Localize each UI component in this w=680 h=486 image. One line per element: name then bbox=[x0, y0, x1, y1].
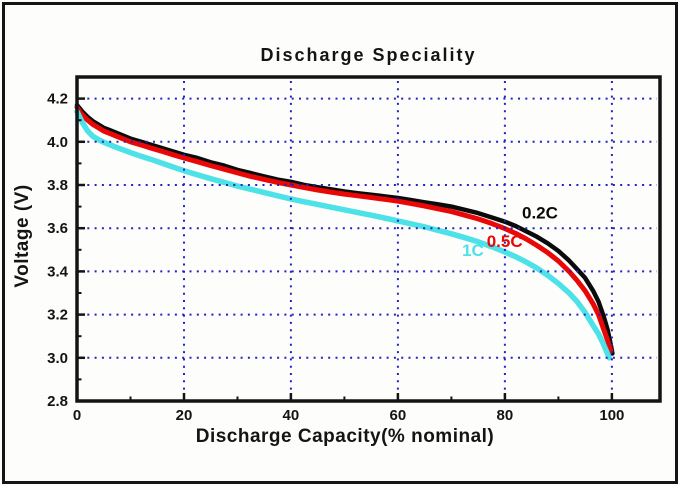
x-tick-label-60: 60 bbox=[390, 407, 407, 424]
y-tick-label-3.8: 3.8 bbox=[47, 177, 68, 194]
y-tick-label-2.8: 2.8 bbox=[47, 393, 68, 410]
chart-title: Discharge Speciality bbox=[260, 45, 477, 65]
y-axis-title: Voltage (V) bbox=[12, 184, 33, 288]
series-curve-0.2C bbox=[74, 102, 615, 356]
series-curve-1C bbox=[74, 108, 612, 361]
x-axis-title: Discharge Capacity(% nominal) bbox=[195, 426, 495, 447]
y-tick-label-3.0: 3.0 bbox=[47, 350, 68, 367]
y-tick-label-3.2: 3.2 bbox=[47, 307, 68, 324]
series-label-0.2C: 0.2C bbox=[522, 204, 558, 223]
y-tick-label-4.2: 4.2 bbox=[47, 91, 68, 108]
series-label-0.5C: 0.5C bbox=[487, 232, 523, 251]
x-tick-label-100: 100 bbox=[599, 407, 624, 424]
series-label-1C: 1C bbox=[462, 241, 484, 260]
x-tick-label-80: 80 bbox=[497, 407, 514, 424]
x-tick-label-40: 40 bbox=[283, 407, 300, 424]
series-curve-0.5C bbox=[74, 104, 614, 354]
x-tick-label-20: 20 bbox=[176, 407, 193, 424]
y-tick-label-4.0: 4.0 bbox=[47, 134, 68, 151]
y-tick-label-3.4: 3.4 bbox=[47, 263, 69, 280]
y-tick-label-3.6: 3.6 bbox=[47, 220, 68, 237]
plot-frame bbox=[75, 75, 662, 403]
x-tick-label-0: 0 bbox=[73, 407, 81, 424]
